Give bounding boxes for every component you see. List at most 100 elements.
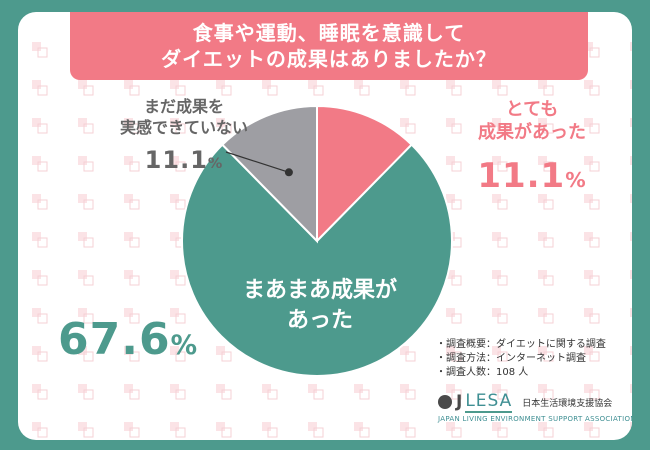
- pattern-square-outline: [129, 275, 140, 286]
- title-line-2: ダイエットの成果はありましたか？: [161, 47, 497, 71]
- pattern-square-outline: [543, 389, 554, 400]
- pattern-square: [32, 422, 41, 431]
- pattern-square-outline: [129, 313, 140, 324]
- pattern-square: [446, 156, 455, 165]
- pattern-square-outline: [83, 351, 94, 362]
- pattern-square: [538, 384, 547, 393]
- pattern-square-outline: [543, 85, 554, 96]
- pattern-square-outline: [221, 351, 232, 362]
- pattern-square: [124, 118, 133, 127]
- pattern-square-outline: [589, 427, 600, 438]
- pattern-square: [630, 232, 632, 241]
- pattern-square-outline: [129, 123, 140, 134]
- pattern-square-outline: [37, 123, 48, 134]
- pattern-square: [32, 270, 41, 279]
- pattern-square: [446, 270, 455, 279]
- pattern-square: [630, 42, 632, 51]
- pattern-square-outline: [129, 161, 140, 172]
- pattern-square-outline: [405, 123, 416, 134]
- pattern-square: [124, 80, 133, 89]
- pattern-square-outline: [37, 161, 48, 172]
- pattern-square-outline: [543, 351, 554, 362]
- pattern-square: [630, 346, 632, 355]
- pattern-square: [354, 422, 363, 431]
- label-very-good-unit: %: [565, 168, 587, 192]
- pattern-square-outline: [37, 199, 48, 210]
- pattern-square: [78, 156, 87, 165]
- pattern-square: [446, 80, 455, 89]
- label-somewhat-text-2: あった: [286, 308, 353, 333]
- pattern-square: [354, 384, 363, 393]
- pie-slice-not-yet: [220, 104, 318, 244]
- label-not-yet: まだ成果を 実感できていない 11.1%: [104, 96, 264, 174]
- pattern-square-outline: [497, 313, 508, 324]
- pattern-square: [584, 270, 593, 279]
- pattern-square-outline: [129, 85, 140, 96]
- pattern-square: [32, 232, 41, 241]
- pattern-square: [584, 308, 593, 317]
- pattern-square: [584, 232, 593, 241]
- pattern-square-outline: [543, 161, 554, 172]
- pattern-square: [446, 118, 455, 127]
- pattern-square: [78, 232, 87, 241]
- pattern-square-outline: [543, 123, 554, 134]
- pattern-square-outline: [313, 427, 324, 438]
- pattern-square-outline: [175, 351, 186, 362]
- note-overview: ・調査概要：ダイエットに関する調査: [436, 339, 606, 350]
- pattern-square: [538, 194, 547, 203]
- pattern-square: [170, 80, 179, 89]
- pattern-square-outline: [221, 85, 232, 96]
- pattern-square: [538, 270, 547, 279]
- pattern-square: [492, 346, 501, 355]
- pattern-square-outline: [589, 275, 600, 286]
- pattern-square: [538, 232, 547, 241]
- label-somewhat-text-1: まあまあ成果が: [242, 278, 397, 303]
- pattern-square: [584, 80, 593, 89]
- pattern-square: [78, 80, 87, 89]
- pattern-square: [630, 118, 632, 127]
- label-not-yet-text-1: まだ成果を: [143, 97, 224, 116]
- pattern-square-outline: [497, 85, 508, 96]
- pattern-square-outline: [589, 123, 600, 134]
- pattern-square: [584, 346, 593, 355]
- pattern-square-outline: [83, 313, 94, 324]
- pattern-square: [538, 346, 547, 355]
- pattern-square-outline: [175, 389, 186, 400]
- pattern-square-outline: [83, 237, 94, 248]
- pattern-square: [32, 384, 41, 393]
- pattern-square: [216, 422, 225, 431]
- pie-chart: [181, 104, 453, 378]
- pattern-square: [492, 118, 501, 127]
- pattern-square-outline: [497, 351, 508, 362]
- pattern-square-outline: [83, 123, 94, 134]
- pattern-square-outline: [83, 389, 94, 400]
- pattern-square: [32, 194, 41, 203]
- pattern-square: [32, 118, 41, 127]
- pattern-square: [32, 42, 41, 51]
- pattern-square-outline: [497, 427, 508, 438]
- pattern-square-outline: [175, 313, 186, 324]
- pattern-square: [78, 308, 87, 317]
- pattern-square-outline: [221, 123, 232, 134]
- pattern-square-outline: [37, 351, 48, 362]
- pattern-square: [492, 270, 501, 279]
- pattern-square: [354, 80, 363, 89]
- pattern-square-outline: [451, 85, 462, 96]
- pattern-square: [492, 308, 501, 317]
- pattern-square: [538, 156, 547, 165]
- pattern-square-outline: [37, 275, 48, 286]
- pattern-square-outline: [543, 427, 554, 438]
- label-not-yet-number: 11.1: [144, 146, 208, 174]
- pattern-square: [32, 308, 41, 317]
- pattern-square-outline: [129, 427, 140, 438]
- pattern-square: [492, 194, 501, 203]
- pattern-square: [124, 384, 133, 393]
- pattern-square-outline: [175, 199, 186, 210]
- pattern-square-outline: [267, 85, 278, 96]
- pattern-square-outline: [221, 389, 232, 400]
- leader-dot: [284, 168, 293, 177]
- pattern-square: [446, 194, 455, 203]
- pattern-square-outline: [359, 85, 370, 96]
- note-count: ・調査人数：108 人: [436, 367, 529, 378]
- pattern-square: [124, 422, 133, 431]
